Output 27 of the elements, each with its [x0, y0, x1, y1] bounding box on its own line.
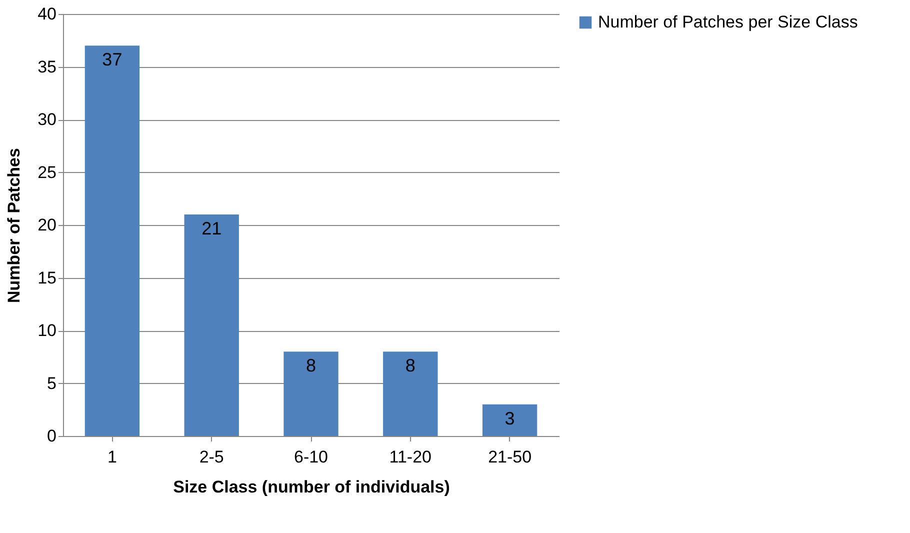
- y-tick-label: 15: [38, 268, 56, 288]
- x-axis-title: Size Class (number of individuals): [173, 478, 450, 496]
- bar: [383, 352, 438, 436]
- data-label: 8: [306, 356, 316, 376]
- bar: [84, 46, 140, 436]
- legend-label: Number of Patches per Size Class: [598, 12, 858, 32]
- y-tick-label: 30: [38, 110, 56, 129]
- y-tick-label: 25: [38, 162, 56, 182]
- y-tick-label: 10: [38, 321, 56, 340]
- bar: [482, 404, 538, 436]
- x-tick-label: 1: [107, 448, 117, 466]
- x-tick-label: 6-10: [294, 448, 328, 466]
- y-axis-title: Number of Patches: [4, 148, 24, 303]
- y-tick-label: 20: [38, 216, 56, 234]
- y-tick-label: 0: [47, 426, 56, 446]
- y-tick-label: 5: [47, 374, 56, 393]
- x-tick-label: 11-20: [389, 448, 432, 466]
- x-tick-label: 2-5: [199, 448, 224, 466]
- bar: [284, 352, 338, 436]
- data-label: 21: [202, 218, 222, 238]
- y-tick-label: 35: [38, 57, 56, 76]
- y-tick-label: 40: [38, 4, 56, 24]
- bar: [184, 214, 239, 436]
- data-label: 8: [405, 356, 416, 376]
- data-label: 37: [102, 50, 122, 70]
- data-label: 3: [504, 408, 515, 428]
- x-tick-label: 21-50: [488, 448, 532, 466]
